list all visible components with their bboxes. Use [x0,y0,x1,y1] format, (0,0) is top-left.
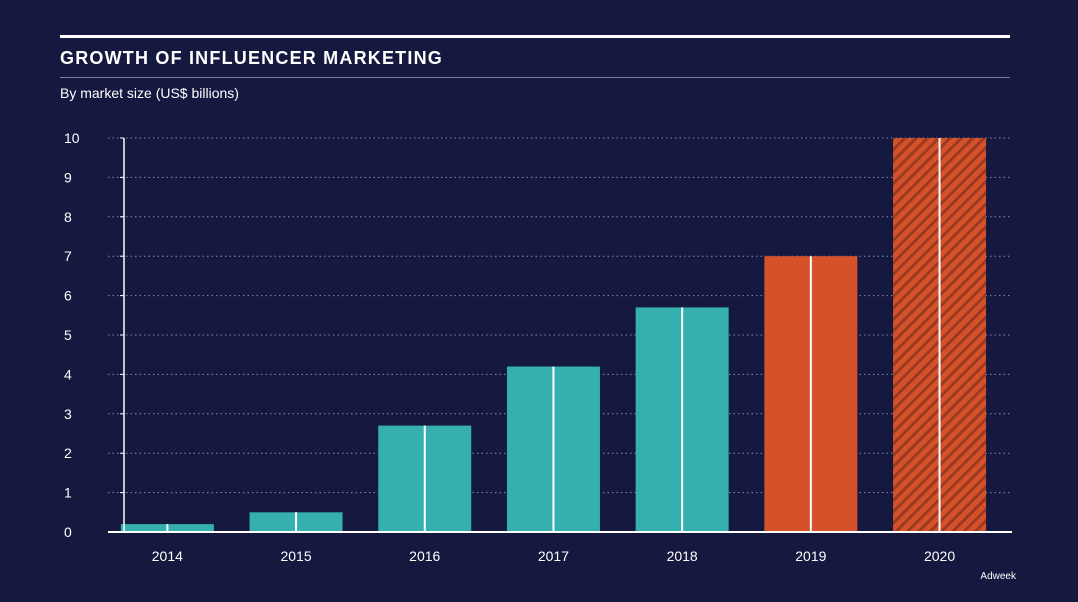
top-rule [60,35,1010,38]
y-tick-label: 4 [64,366,72,382]
subtitle-rule [60,77,1010,78]
y-tick-label: 10 [64,130,80,146]
y-tick-label: 3 [64,406,72,422]
x-tick-label: 2018 [667,548,698,564]
x-tick-label: 2014 [152,548,183,564]
y-tick-label: 5 [64,327,72,343]
x-tick-label: 2015 [280,548,311,564]
x-tick-label: 2020 [924,548,955,564]
x-tick-label: 2019 [795,548,826,564]
chart-subtitle: By market size (US$ billions) [60,85,239,101]
chart-title: GROWTH OF INFLUENCER MARKETING [60,48,443,68]
y-tick-label: 1 [64,485,72,501]
y-tick-label: 2 [64,445,72,461]
x-tick-label: 2017 [538,548,569,564]
y-tick-label: 7 [64,248,72,264]
source-label: Adweek [980,571,1016,582]
x-tick-label: 2016 [409,548,440,564]
y-tick-label: 9 [64,169,72,185]
y-tick-label: 6 [64,288,72,304]
y-tick-label: 8 [64,209,72,225]
y-tick-label: 0 [64,524,72,540]
